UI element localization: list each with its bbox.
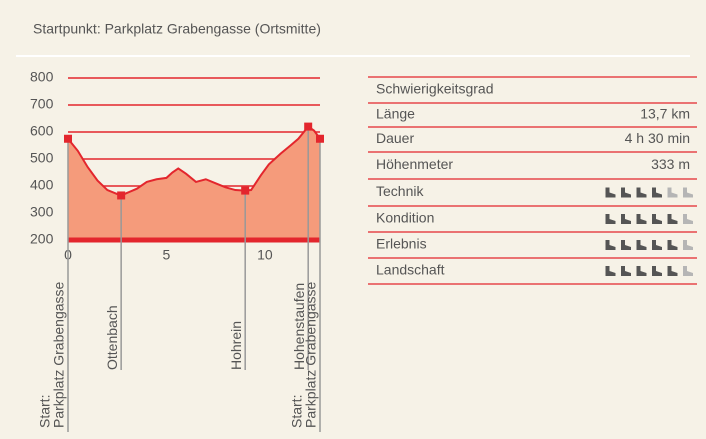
elevation-line [67,125,321,197]
waypoint-marker [316,134,324,143]
y-tick-label: 700 [30,96,54,112]
waypoint-label: Hohenstaufen [291,283,307,370]
waypoint-label: Parkplatz Grabengasse [51,281,67,428]
header-title: Startpunkt: Parkplatz Grabengasse (Ortsm… [33,21,321,37]
boot-icon [636,214,647,224]
boot-icon [683,266,693,276]
boot-icon [621,240,631,250]
rating-icons [605,240,693,250]
boot-icon [683,214,693,224]
boot-icon [636,266,647,276]
boot-icon [667,187,678,198]
boot-icon [605,187,616,198]
boot-icon [667,266,678,276]
waypoint-marker [304,122,313,131]
rating-icons [605,214,693,224]
x-tick-label: 5 [163,247,171,263]
boot-icon [605,266,616,276]
boot-icon [636,240,647,250]
row-label: Länge [376,106,415,122]
boot-icon [621,187,631,198]
boot-icon [605,214,616,224]
row-label: Höhenmeter [376,156,453,172]
row-value: 4 h 30 min [625,130,690,146]
row-value: 333 m [651,156,690,172]
rating-label: Landschaft [376,262,445,278]
boot-icon [652,214,662,224]
rating-label: Kondition [376,210,434,226]
boot-icon [683,187,693,198]
rating-label: Erlebnis [376,236,427,252]
waypoint-label: Parkplatz Grabengasse [303,281,319,428]
boot-icon [621,214,631,224]
boot-icon [621,266,631,276]
boot-icon [652,266,662,276]
rating-icons [605,266,693,276]
row-label: Dauer [376,130,414,146]
elevation-area [68,126,320,240]
waypoint-marker [241,186,250,195]
boot-icon [605,240,616,250]
boot-icon [636,187,647,198]
row-value: 13,7 km [640,106,690,122]
y-tick-label: 200 [30,231,54,247]
boot-icon [667,240,678,250]
boot-icon [683,240,693,250]
boot-icon [652,187,662,198]
y-tick-label: 600 [30,123,54,139]
rating-label: Technik [376,183,424,199]
boot-icon [652,240,662,250]
waypoint-marker [117,191,126,200]
x-tick-label: 10 [257,247,273,263]
boot-icon [667,214,678,224]
table-heading: Schwierigkeitsgrad [376,81,494,97]
rating-icons [605,187,693,198]
waypoint-marker [64,134,72,143]
y-tick-label: 800 [30,69,54,85]
waypoint-label: Ottenbach [104,305,120,370]
waypoint-label: Start: [37,395,53,428]
y-tick-label: 300 [30,204,54,220]
waypoint-label: Start: [289,395,305,428]
y-tick-label: 400 [30,177,54,193]
waypoint-label: Hohrein [228,321,244,370]
y-tick-label: 500 [30,150,54,166]
